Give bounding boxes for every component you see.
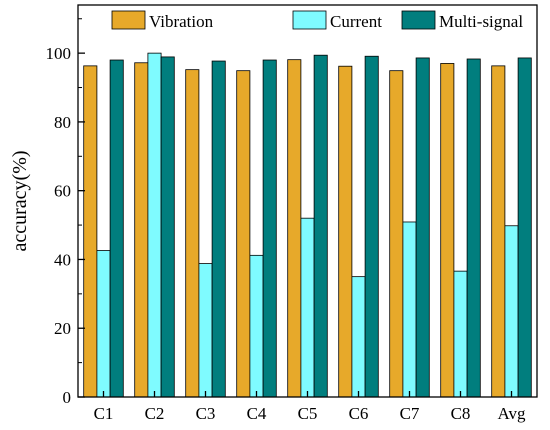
bar-multi-signal-avg xyxy=(517,57,532,398)
x-tick-label: C8 xyxy=(451,404,471,423)
x-tick-label: C3 xyxy=(196,404,216,423)
x-axis: C1 C2 C3 C4 C5 C6 C7 C8 Avg xyxy=(94,391,526,423)
y-tick-label: 100 xyxy=(46,44,72,63)
legend-label-current: Current xyxy=(330,12,382,31)
legend-swatch-multi-signal xyxy=(401,10,436,30)
bar-current-c5 xyxy=(300,217,315,398)
bar-vibration-c2 xyxy=(134,62,149,398)
x-tick-label: C1 xyxy=(94,404,114,423)
bar-current-c3 xyxy=(198,263,213,398)
bar-current-avg xyxy=(504,225,519,398)
bar-vibration-c4 xyxy=(236,70,251,398)
x-tick-label: C7 xyxy=(400,404,420,423)
bar-vibration-avg xyxy=(491,65,506,398)
bar-multi-signal-c3 xyxy=(211,60,226,398)
y-tick-label: 80 xyxy=(54,113,71,132)
bar-vibration-c1 xyxy=(83,65,98,398)
bar-vibration-c6 xyxy=(338,65,353,398)
legend-label-multi-signal: Multi-signal xyxy=(439,12,523,31)
bar-multi-signal-c6 xyxy=(364,55,379,398)
bar-multi-signal-c4 xyxy=(262,59,277,398)
y-tick-label: 0 xyxy=(63,388,72,407)
x-tick-label: C6 xyxy=(349,404,369,423)
bars-group xyxy=(83,52,532,398)
legend-swatch-vibration xyxy=(111,10,146,30)
y-tick-label: 40 xyxy=(54,250,71,269)
bar-vibration-c5 xyxy=(287,59,302,398)
y-axis-title: accuracy(%) xyxy=(9,150,31,251)
legend-swatch-current xyxy=(292,10,327,30)
legend: Vibration Current Multi-signal xyxy=(111,10,523,31)
x-tick-label: C4 xyxy=(247,404,267,423)
x-tick-label: C5 xyxy=(298,404,318,423)
x-tick-label: C2 xyxy=(145,404,165,423)
bar-current-c6 xyxy=(351,276,366,398)
legend-label-vibration: Vibration xyxy=(149,12,214,31)
y-tick-label: 20 xyxy=(54,319,71,338)
y-tick-label: 60 xyxy=(54,182,71,201)
bar-multi-signal-c7 xyxy=(415,57,430,398)
bar-multi-signal-c8 xyxy=(466,58,481,398)
bar-vibration-c7 xyxy=(389,70,404,398)
bar-current-c7 xyxy=(402,221,417,398)
bar-multi-signal-c1 xyxy=(109,59,124,398)
bar-vibration-c8 xyxy=(440,63,455,398)
bar-multi-signal-c5 xyxy=(313,54,328,398)
bar-multi-signal-c2 xyxy=(160,56,175,398)
y-axis: 0 20 40 60 80 100 xyxy=(46,18,85,407)
bar-current-c2 xyxy=(147,52,162,398)
x-tick-label: Avg xyxy=(497,404,526,423)
bar-vibration-c3 xyxy=(185,69,200,398)
bar-current-c1 xyxy=(96,250,111,398)
bar-current-c4 xyxy=(249,254,264,398)
bar-current-c8 xyxy=(453,270,468,398)
